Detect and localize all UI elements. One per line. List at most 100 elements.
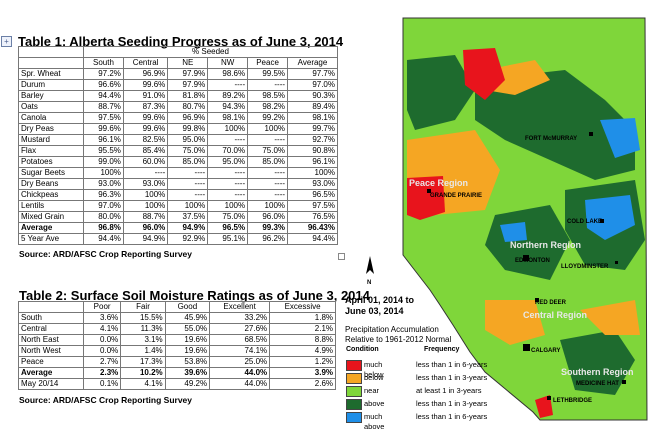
- row-label: [19, 58, 84, 69]
- row-label: Flax: [19, 146, 84, 157]
- table-cell: 49.2%: [165, 379, 209, 390]
- table-cell: ----: [168, 168, 208, 179]
- table-cell: 99.7%: [288, 124, 338, 135]
- table-row: Canola 97.5% 99.6% 96.9% 98.1% 99.2% 98.1%: [19, 113, 338, 124]
- legend-swatch: [346, 373, 362, 384]
- table-header-row: South Central NE NW Peace Average: [19, 58, 338, 69]
- table-cell: 17.3%: [121, 357, 165, 368]
- table-cell: 96.6%: [84, 80, 124, 91]
- row-label: Oats: [19, 102, 84, 113]
- row-label: Chickpeas: [19, 190, 84, 201]
- map-date-line-1: April 01, 2014 to: [345, 295, 414, 306]
- table-cell: ----: [248, 80, 288, 91]
- row-label: Canola: [19, 113, 84, 124]
- table-cell: 99.2%: [248, 113, 288, 124]
- row-label: Mustard: [19, 135, 84, 146]
- table-row: Flax 95.5% 85.4% 75.0% 70.0% 75.0% 90.8%: [19, 146, 338, 157]
- table-cell: 39.6%: [165, 368, 209, 379]
- table-cell: ----: [248, 179, 288, 190]
- table-cell: 2.3%: [84, 368, 121, 379]
- table-cell: 11.3%: [121, 324, 165, 335]
- table-cell: 75.0%: [248, 146, 288, 157]
- table-cell: 44.0%: [210, 379, 270, 390]
- table-cell: 95.0%: [208, 157, 248, 168]
- table-cell: South: [84, 58, 124, 69]
- table-cell: Good: [165, 302, 209, 313]
- table-cell: ----: [208, 135, 248, 146]
- row-label: Potatoes: [19, 157, 84, 168]
- row-label: Barley: [19, 91, 84, 102]
- table-cell: ----: [208, 179, 248, 190]
- row-label: North West: [19, 346, 84, 357]
- city-marker-lethbridge: [547, 396, 551, 400]
- table-cell: 87.3%: [123, 102, 167, 113]
- table-cell: 98.6%: [208, 69, 248, 80]
- city-label-lloydminster: LLOYDMINSTER: [561, 264, 609, 270]
- table-cell: 96.3%: [84, 190, 124, 201]
- table-row: Mustard 96.1% 82.5% 95.0% ---- ---- 92.7%: [19, 135, 338, 146]
- table-cell: 88.7%: [84, 102, 124, 113]
- table-cell: 44.0%: [210, 368, 270, 379]
- table-row: Sugar Beets 100% ---- ---- ---- ---- 100%: [19, 168, 338, 179]
- table-cell: 98.1%: [208, 113, 248, 124]
- table-cell: 4.1%: [84, 324, 121, 335]
- table-cell: 74.1%: [210, 346, 270, 357]
- table-cell: Peace: [248, 58, 288, 69]
- table-cell: 98.5%: [248, 91, 288, 102]
- table-cell: 96.0%: [123, 223, 167, 234]
- table-row: Potatoes 99.0% 60.0% 85.0% 95.0% 85.0% 96.1%: [19, 157, 338, 168]
- table-cell: 75.0%: [208, 212, 248, 223]
- table-cell: 70.0%: [208, 146, 248, 157]
- table-cell: 3.1%: [121, 335, 165, 346]
- row-label: Durum: [19, 80, 84, 91]
- table-cell: 94.9%: [168, 223, 208, 234]
- city-marker-lloydminster: [615, 261, 618, 264]
- row-label: Dry Peas: [19, 124, 84, 135]
- table-cell: 89.4%: [288, 102, 338, 113]
- table-cell: 81.8%: [168, 91, 208, 102]
- table-cell: 85.0%: [248, 157, 288, 168]
- city-label-grande-prairie: GRANDE PRAIRIE: [430, 193, 482, 199]
- table-cell: 0.0%: [84, 346, 121, 357]
- row-label: Average: [19, 368, 84, 379]
- table-cell: Fair: [121, 302, 165, 313]
- table-move-handle[interactable]: +: [1, 36, 12, 47]
- table-row: Peace 2.7% 17.3% 53.8% 25.0% 1.2%: [19, 357, 336, 368]
- table-cell: 99.6%: [123, 113, 167, 124]
- table-cell: ----: [168, 190, 208, 201]
- city-marker-medicine-hat: [622, 380, 626, 384]
- row-label: Peace: [19, 357, 84, 368]
- table-group-header-row: % Seeded: [19, 47, 338, 58]
- table-row: Barley 94.4% 91.0% 81.8% 89.2% 98.5% 90.3%: [19, 91, 338, 102]
- table-cell: 100%: [123, 201, 167, 212]
- table-cell: 96.9%: [168, 113, 208, 124]
- table-cell: 96.5%: [288, 190, 338, 201]
- map-date-line-2: June 03, 2014: [345, 306, 414, 317]
- legend-swatch: [346, 399, 362, 410]
- table-cell: 85.0%: [168, 157, 208, 168]
- table-cell: 94.4%: [84, 234, 124, 245]
- legend-label: near: [364, 386, 379, 396]
- table-cell: 88.7%: [123, 212, 167, 223]
- table-cell: NW: [208, 58, 248, 69]
- table-cell: 99.6%: [123, 124, 167, 135]
- table-cell: 97.7%: [288, 69, 338, 80]
- table-cell: 37.5%: [168, 212, 208, 223]
- map-subtitle-line-1: Precipitation Accumulation: [345, 325, 451, 335]
- table1-source: Source: ARD/AFSC Crop Reporting Survey: [19, 249, 192, 259]
- five-year-row: 5 Year Ave 94.4% 94.9% 92.9% 95.1% 96.2% 94.4%: [19, 234, 338, 245]
- table-cell: 90.3%: [288, 91, 338, 102]
- table-cell: 96.1%: [84, 135, 124, 146]
- table-cell: 93.0%: [84, 179, 124, 190]
- row-label: Sugar Beets: [19, 168, 84, 179]
- table-cell: 95.0%: [168, 135, 208, 146]
- table-cell: 68.5%: [210, 335, 270, 346]
- table-cell: 1.4%: [121, 346, 165, 357]
- table-cell: 99.0%: [84, 157, 124, 168]
- table-row: Central 4.1% 11.3% 55.0% 27.6% 2.1%: [19, 324, 336, 335]
- city-label-calgary: CALGARY: [531, 348, 560, 354]
- table-cell: 15.5%: [121, 313, 165, 324]
- city-marker-fort-mcmurray: [589, 132, 593, 136]
- table-cell: 53.8%: [165, 357, 209, 368]
- table-cell: 19.6%: [165, 335, 209, 346]
